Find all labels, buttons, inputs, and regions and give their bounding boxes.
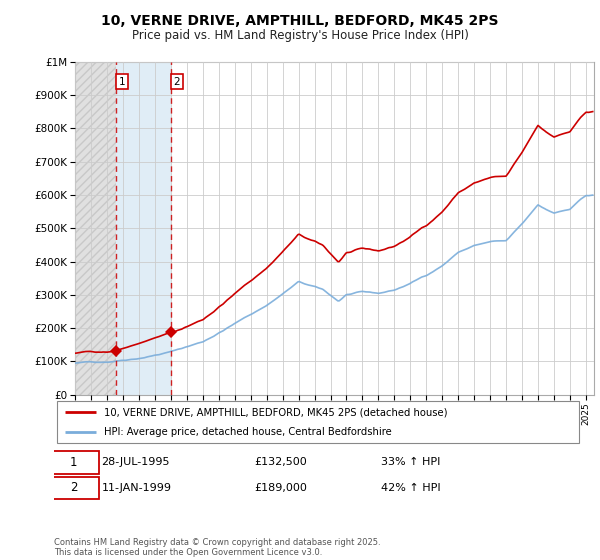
Text: 11-JAN-1999: 11-JAN-1999: [101, 483, 172, 493]
Text: 10, VERNE DRIVE, AMPTHILL, BEDFORD, MK45 2PS (detached house): 10, VERNE DRIVE, AMPTHILL, BEDFORD, MK45…: [104, 407, 448, 417]
Text: 2: 2: [70, 482, 77, 494]
FancyBboxPatch shape: [49, 451, 99, 474]
Text: 1: 1: [118, 77, 125, 87]
Text: 28-JUL-1995: 28-JUL-1995: [101, 458, 170, 468]
Text: £132,500: £132,500: [254, 458, 307, 468]
FancyBboxPatch shape: [56, 401, 580, 444]
Text: 33% ↑ HPI: 33% ↑ HPI: [382, 458, 441, 468]
Bar: [116, 62, 171, 395]
Text: Price paid vs. HM Land Registry's House Price Index (HPI): Price paid vs. HM Land Registry's House …: [131, 29, 469, 42]
Text: £189,000: £189,000: [254, 483, 308, 493]
Text: HPI: Average price, detached house, Central Bedfordshire: HPI: Average price, detached house, Cent…: [104, 427, 392, 437]
Text: 2: 2: [173, 77, 181, 87]
Text: 10, VERNE DRIVE, AMPTHILL, BEDFORD, MK45 2PS: 10, VERNE DRIVE, AMPTHILL, BEDFORD, MK45…: [101, 14, 499, 28]
Text: 42% ↑ HPI: 42% ↑ HPI: [382, 483, 441, 493]
Bar: [75, 62, 116, 395]
Text: 1: 1: [70, 456, 77, 469]
Text: Contains HM Land Registry data © Crown copyright and database right 2025.
This d: Contains HM Land Registry data © Crown c…: [54, 538, 380, 557]
FancyBboxPatch shape: [49, 477, 99, 499]
